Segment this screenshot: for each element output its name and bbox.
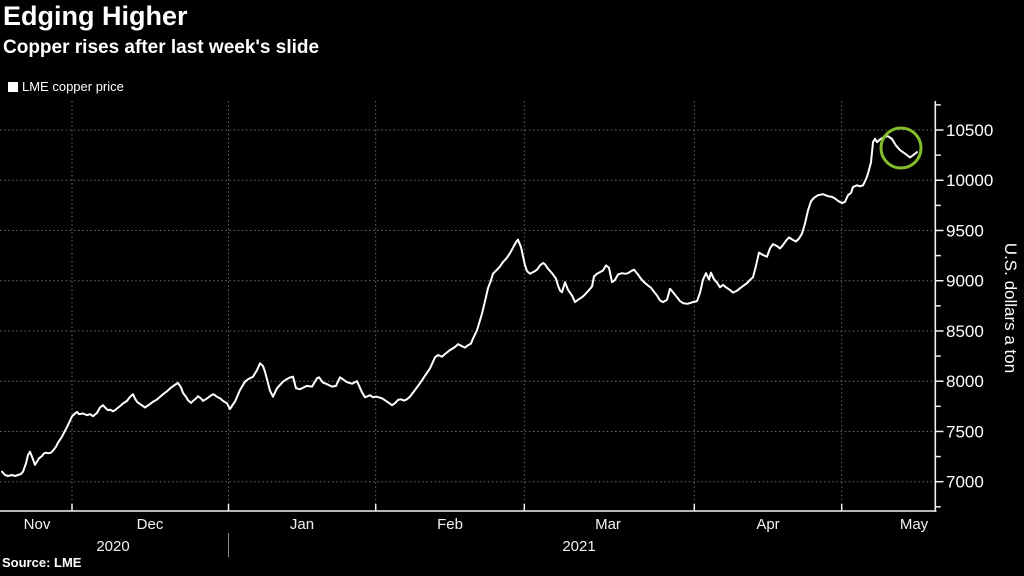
y-axis-title: U.S. dollars a ton bbox=[1001, 242, 1020, 374]
highlight-circle bbox=[879, 126, 923, 170]
x-year-label: 2020 bbox=[96, 538, 129, 555]
x-month-label: Nov bbox=[24, 516, 51, 533]
x-month-label: Apr bbox=[756, 516, 779, 533]
source-note: Source: LME bbox=[2, 555, 82, 570]
x-year-label: 2021 bbox=[562, 538, 595, 555]
x-month-label: Jan bbox=[290, 516, 314, 533]
legend-label: LME copper price bbox=[22, 79, 124, 94]
chart-title: Edging Higher bbox=[3, 1, 188, 31]
chart-subtitle: Copper rises after last week's slide bbox=[3, 37, 320, 58]
x-month-label: Mar bbox=[595, 516, 621, 533]
y-tick-label: 9000 bbox=[946, 272, 984, 291]
x-month-label: Dec bbox=[137, 516, 164, 533]
price-line bbox=[1, 135, 918, 477]
x-month-label: Feb bbox=[437, 516, 463, 533]
y-tick-label: 9500 bbox=[946, 221, 984, 240]
x-month-label: May bbox=[900, 516, 929, 533]
y-tick-label: 7500 bbox=[946, 422, 984, 441]
y-tick-label: 7000 bbox=[946, 473, 984, 492]
y-tick-label: 8500 bbox=[946, 322, 984, 341]
y-tick-label: 8000 bbox=[946, 372, 984, 391]
legend: LME copper price bbox=[8, 79, 124, 94]
y-tick-label: 10000 bbox=[946, 171, 993, 190]
y-tick-label: 10500 bbox=[946, 121, 993, 140]
legend-swatch-icon bbox=[8, 81, 18, 92]
